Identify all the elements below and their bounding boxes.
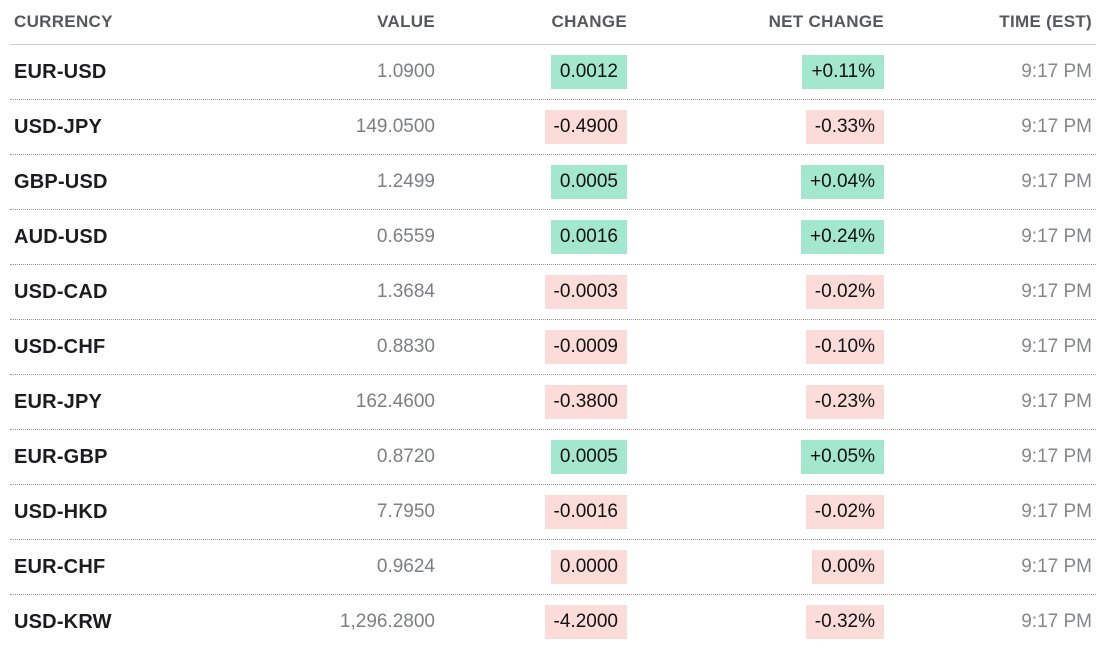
change-badge: -0.0009 bbox=[544, 330, 627, 364]
currency-pair-label: GBP-USD bbox=[14, 170, 108, 193]
value-cell: 0.9624 bbox=[376, 556, 435, 577]
change-badge: -0.0016 bbox=[544, 495, 627, 529]
currency-pair-label: EUR-CHF bbox=[14, 555, 106, 578]
value-cell: 149.0500 bbox=[355, 116, 435, 137]
time-cell: 9:17 PM bbox=[1021, 501, 1092, 522]
value-cell: 162.4600 bbox=[355, 391, 435, 412]
currency-pair-label: AUD-USD bbox=[14, 225, 108, 248]
table-row[interactable]: EUR-CHF 0.9624 0.0000 0.00% 9:17 PM bbox=[10, 540, 1096, 595]
net-change-badge: -0.23% bbox=[805, 385, 884, 419]
table-row[interactable]: USD-KRW 1,296.2800 -4.2000 -0.32% 9:17 P… bbox=[10, 595, 1096, 649]
change-badge: -0.3800 bbox=[544, 385, 627, 419]
net-change-badge: 0.00% bbox=[812, 550, 884, 584]
currency-pair-label: USD-KRW bbox=[14, 610, 112, 633]
table-row[interactable]: USD-JPY 149.0500 -0.4900 -0.33% 9:17 PM bbox=[10, 100, 1096, 155]
time-cell: 9:17 PM bbox=[1021, 611, 1092, 632]
time-cell: 9:17 PM bbox=[1021, 391, 1092, 412]
net-change-badge: -0.32% bbox=[805, 605, 884, 639]
net-change-badge: +0.04% bbox=[801, 165, 884, 199]
column-header-change: CHANGE bbox=[551, 12, 627, 31]
table-row[interactable]: GBP-USD 1.2499 0.0005 +0.04% 9:17 PM bbox=[10, 155, 1096, 210]
change-badge: 0.0005 bbox=[550, 440, 627, 474]
currency-pair-label: USD-CHF bbox=[14, 335, 106, 358]
table-header: CURRENCY VALUE CHANGE NET CHANGE TIME (E… bbox=[10, 0, 1096, 45]
net-change-badge: -0.02% bbox=[805, 275, 884, 309]
time-cell: 9:17 PM bbox=[1021, 446, 1092, 467]
net-change-badge: -0.10% bbox=[805, 330, 884, 364]
table-row[interactable]: EUR-JPY 162.4600 -0.3800 -0.23% 9:17 PM bbox=[10, 375, 1096, 430]
column-header-currency: CURRENCY bbox=[14, 12, 113, 31]
value-cell: 1.3684 bbox=[376, 281, 435, 302]
currency-pair-label: EUR-USD bbox=[14, 60, 107, 83]
net-change-badge: -0.33% bbox=[805, 110, 884, 144]
time-cell: 9:17 PM bbox=[1021, 226, 1092, 247]
change-badge: 0.0016 bbox=[550, 220, 627, 254]
table-row[interactable]: USD-HKD 7.7950 -0.0016 -0.02% 9:17 PM bbox=[10, 485, 1096, 540]
currency-pair-label: USD-HKD bbox=[14, 500, 108, 523]
value-cell: 1,296.2800 bbox=[339, 611, 435, 632]
currency-pair-label: EUR-GBP bbox=[14, 445, 108, 468]
table-body: EUR-USD 1.0900 0.0012 +0.11% 9:17 PM USD… bbox=[10, 45, 1096, 649]
currency-pair-label: EUR-JPY bbox=[14, 390, 103, 413]
time-cell: 9:17 PM bbox=[1021, 281, 1092, 302]
change-badge: 0.0005 bbox=[550, 165, 627, 199]
net-change-badge: +0.11% bbox=[802, 55, 884, 89]
change-badge: 0.0012 bbox=[550, 55, 627, 89]
value-cell: 1.2499 bbox=[376, 171, 435, 192]
column-header-time: TIME (EST) bbox=[999, 12, 1092, 31]
value-cell: 1.0900 bbox=[376, 61, 435, 82]
column-header-value: VALUE bbox=[377, 12, 435, 31]
change-badge: 0.0000 bbox=[550, 550, 627, 584]
time-cell: 9:17 PM bbox=[1021, 116, 1092, 137]
table-row[interactable]: AUD-USD 0.6559 0.0016 +0.24% 9:17 PM bbox=[10, 210, 1096, 265]
change-badge: -0.4900 bbox=[544, 110, 627, 144]
change-badge: -0.0003 bbox=[544, 275, 627, 309]
change-badge: -4.2000 bbox=[544, 605, 627, 639]
value-cell: 0.8830 bbox=[376, 336, 435, 357]
table-row[interactable]: EUR-GBP 0.8720 0.0005 +0.05% 9:17 PM bbox=[10, 430, 1096, 485]
value-cell: 7.7950 bbox=[376, 501, 435, 522]
table-row[interactable]: USD-CHF 0.8830 -0.0009 -0.10% 9:17 PM bbox=[10, 320, 1096, 375]
net-change-badge: +0.05% bbox=[801, 440, 884, 474]
currency-pair-label: USD-CAD bbox=[14, 280, 108, 303]
value-cell: 0.8720 bbox=[376, 446, 435, 467]
time-cell: 9:17 PM bbox=[1021, 171, 1092, 192]
column-header-net-change: NET CHANGE bbox=[768, 12, 884, 31]
time-cell: 9:17 PM bbox=[1021, 336, 1092, 357]
table-row[interactable]: USD-CAD 1.3684 -0.0003 -0.02% 9:17 PM bbox=[10, 265, 1096, 320]
table-row[interactable]: EUR-USD 1.0900 0.0012 +0.11% 9:17 PM bbox=[10, 45, 1096, 100]
net-change-badge: +0.24% bbox=[801, 220, 884, 254]
time-cell: 9:17 PM bbox=[1021, 61, 1092, 82]
time-cell: 9:17 PM bbox=[1021, 556, 1092, 577]
net-change-badge: -0.02% bbox=[805, 495, 884, 529]
currency-pair-label: USD-JPY bbox=[14, 115, 103, 138]
value-cell: 0.6559 bbox=[376, 226, 435, 247]
